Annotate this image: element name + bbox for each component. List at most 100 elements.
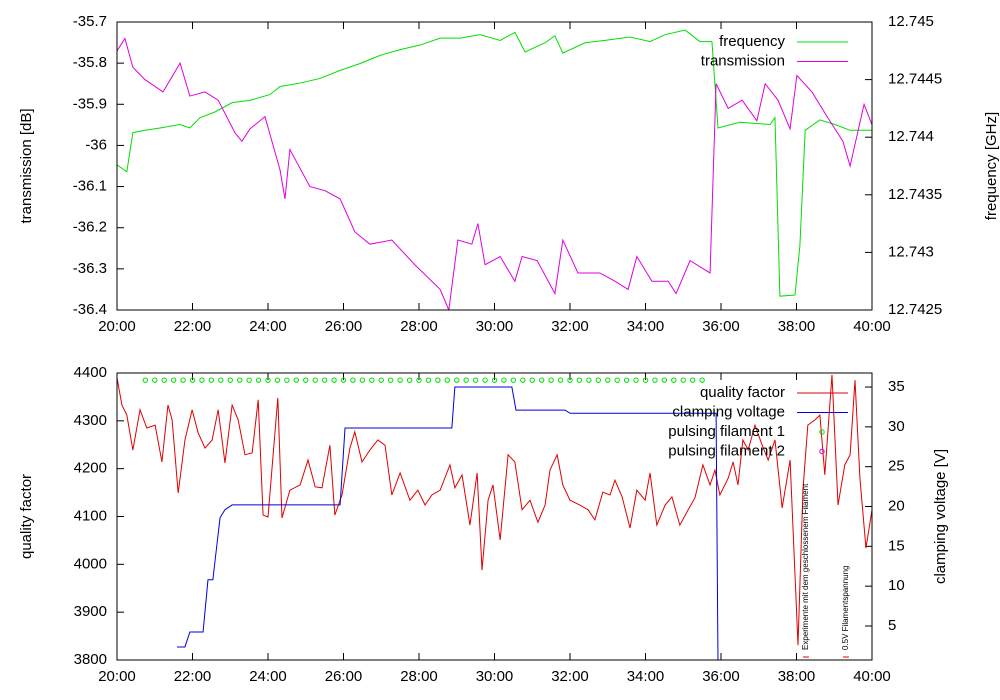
x-tick-label: 40:00 xyxy=(853,668,891,685)
y2-tick-label: 15 xyxy=(888,537,905,554)
data-point xyxy=(387,377,394,383)
data-point xyxy=(331,377,337,383)
y-axis-label: transmission [dB] xyxy=(18,108,35,223)
data-point xyxy=(689,377,696,383)
x-tick-label: 24:00 xyxy=(249,668,287,685)
x-tick-label: 32:00 xyxy=(551,668,589,685)
data-point xyxy=(218,377,224,383)
y-tick-label: -36.1 xyxy=(73,178,107,195)
x-tick-label: 40:00 xyxy=(853,318,891,335)
x-tick-label: 32:00 xyxy=(551,318,589,335)
data-point xyxy=(652,377,658,383)
data-point xyxy=(614,377,620,383)
data-point xyxy=(576,377,583,383)
data-point xyxy=(246,377,252,383)
data-point xyxy=(152,377,158,383)
data-point xyxy=(303,377,309,383)
plot-area xyxy=(117,29,872,310)
y-tick-label: 4400 xyxy=(74,364,107,381)
data-point xyxy=(199,377,205,383)
y2-tick-label: 25 xyxy=(888,458,905,475)
data-point xyxy=(406,377,413,383)
data-line xyxy=(117,29,872,297)
data-point xyxy=(340,377,347,383)
x-tick-label: 26:00 xyxy=(325,318,363,335)
data-point xyxy=(397,377,403,383)
data-point xyxy=(435,377,441,383)
data-point xyxy=(680,377,686,383)
data-point xyxy=(605,377,611,383)
plot-area xyxy=(117,374,872,660)
data-point xyxy=(557,377,564,383)
y2-tick-label: 12.7435 xyxy=(888,186,942,203)
y2-tick-label: 10 xyxy=(888,577,905,594)
y2-tick-label: 35 xyxy=(888,378,905,395)
data-point xyxy=(293,377,300,383)
data-point xyxy=(359,377,366,383)
data-point xyxy=(472,377,479,383)
y-tick-label: -36.4 xyxy=(73,301,107,318)
data-point xyxy=(378,377,384,383)
data-point xyxy=(350,377,356,383)
x-tick-label: 22:00 xyxy=(174,668,212,685)
data-point xyxy=(321,377,328,383)
data-point xyxy=(142,377,149,383)
data-point xyxy=(312,377,318,383)
data-point xyxy=(454,377,460,383)
y-tick-label: -35.7 xyxy=(73,13,107,30)
data-point xyxy=(369,377,375,383)
data-point xyxy=(520,377,526,383)
y-tick-label: 4100 xyxy=(74,507,107,524)
data-point xyxy=(529,377,535,383)
y2-tick-label: 12.7445 xyxy=(888,71,942,88)
data-point xyxy=(255,377,262,383)
data-point xyxy=(444,377,451,383)
data-point xyxy=(463,377,469,383)
y2-tick-label: 12.745 xyxy=(888,13,934,30)
data-point xyxy=(491,377,498,383)
data-point xyxy=(699,377,705,383)
y2-axis-label: frequency [GHz] xyxy=(983,112,1000,220)
data-point xyxy=(227,377,233,383)
x-tick-label: 30:00 xyxy=(476,668,514,685)
y-tick-label: -36.3 xyxy=(73,260,107,277)
x-tick-label: 38:00 xyxy=(778,318,816,335)
data-point xyxy=(425,377,432,383)
legend-label: pulsing filament 2 xyxy=(668,442,785,459)
x-tick-label: 28:00 xyxy=(400,318,438,335)
y-tick-label: -35.8 xyxy=(73,54,107,71)
y-tick-label: -36.2 xyxy=(73,219,107,236)
x-tick-label: 26:00 xyxy=(325,668,363,685)
data-point xyxy=(586,377,592,383)
data-point xyxy=(538,377,545,383)
y2-tick-label: 12.7425 xyxy=(888,301,942,318)
data-point xyxy=(595,377,602,383)
x-tick-label: 28:00 xyxy=(400,668,438,685)
y-tick-label: 3900 xyxy=(74,603,107,620)
plot-frame xyxy=(116,372,873,661)
y2-tick-label: 20 xyxy=(888,497,905,514)
x-tick-label: 30:00 xyxy=(476,318,514,335)
y2-axis-label: clamping voltage [V] xyxy=(932,449,949,584)
data-point xyxy=(208,377,215,383)
y2-tick-label: 5 xyxy=(888,617,896,634)
y-tick-label: -35.9 xyxy=(73,95,107,112)
data-point xyxy=(180,377,186,383)
legend-label: pulsing filament 1 xyxy=(668,423,785,440)
annotation: 0.5V Filamentspannung xyxy=(841,566,850,651)
legend-label: quality factor xyxy=(700,384,785,401)
legend-symbol xyxy=(819,429,825,435)
data-line xyxy=(117,37,872,310)
y2-tick-label: 12.744 xyxy=(888,128,934,145)
data-line xyxy=(117,374,872,646)
data-point xyxy=(161,377,167,383)
legend-symbol xyxy=(819,448,825,455)
y-tick-label: 4300 xyxy=(74,412,107,429)
annotation: Experimente mit dem geschlossenem Filame… xyxy=(801,483,810,650)
data-point xyxy=(510,377,517,383)
data-point xyxy=(567,377,573,383)
y-tick-label: -36 xyxy=(85,136,107,153)
data-point xyxy=(284,377,290,383)
data-point xyxy=(416,377,422,383)
data-point xyxy=(671,377,677,383)
